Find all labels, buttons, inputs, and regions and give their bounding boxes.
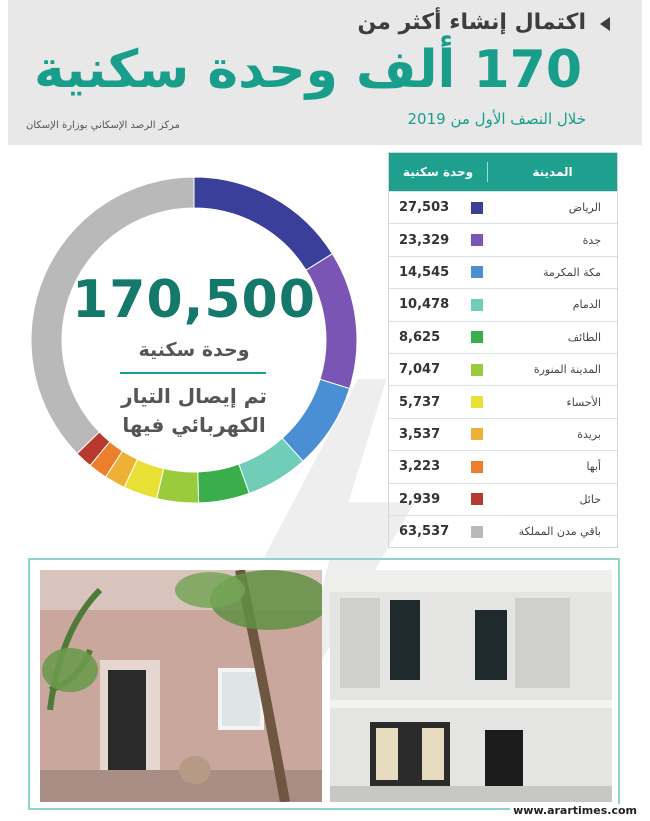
legend-swatch (471, 493, 483, 506)
row-value: 27,503 (399, 200, 450, 216)
row-city: أبها (586, 460, 601, 474)
house-photo-left (40, 568, 330, 803)
legend-swatch (471, 298, 483, 311)
table-row: 3,537 بريدة (389, 417, 617, 450)
header-banner: اكتمال إنشاء أكثر من 170 ألف وحدة سكنية … (8, 0, 642, 145)
electricity-note-line2: الكهربائي فيها (122, 413, 266, 437)
legend-swatch (471, 331, 483, 344)
row-city: حائل (579, 492, 601, 506)
legend-swatch (471, 525, 483, 538)
legend-swatch (471, 396, 483, 409)
electricity-note: تم إيصال التيار الكهربائي فيها (88, 382, 300, 440)
total-units: 170,500 (72, 270, 316, 330)
header-period: خلال النصف الأول من 2019 (407, 110, 587, 128)
donut-chart: 170,500 وحدة سكنية تم إيصال التيار الكهر… (28, 174, 415, 711)
row-city: جدة (582, 233, 601, 247)
row-city: مكة المكرمة (542, 265, 601, 279)
legend-swatch (471, 201, 483, 214)
table-row: 8,625 الطائف (389, 320, 617, 353)
table-row: 10,478 الدمام (389, 288, 617, 320)
table-row: 5,737 الأحساء (389, 385, 617, 417)
table-row: 23,329 جدة (389, 223, 617, 255)
row-value: 63,537 (399, 524, 450, 540)
row-value: 10,478 (399, 297, 450, 313)
lightning-bolt-icon (263, 379, 415, 711)
total-units-label: وحدة سكنية (138, 339, 250, 361)
table-row: 7,047 المدينة المنورة (389, 352, 617, 385)
header-title: 170 ألف وحدة سكنية (33, 40, 582, 100)
row-city: الأحساء (566, 395, 601, 409)
row-value: 7,047 (399, 362, 441, 378)
watermark: www.arartimes.com (510, 804, 640, 817)
legend-swatch (471, 363, 483, 376)
row-city: المدينة المنورة (533, 363, 601, 377)
row-value: 14,545 (399, 264, 450, 280)
row-value: 2,939 (399, 491, 441, 507)
header-separator (487, 162, 488, 182)
units-table: وحدة سكنية المدينة 27,503 الرياض 23,329 جدة… (388, 152, 618, 549)
house-photo-right (330, 570, 612, 802)
table-row: 2,939 حائل (389, 482, 617, 515)
donut-slice (193, 176, 334, 271)
row-value: 23,329 (399, 232, 450, 248)
table-row: 3,223 أبها (389, 450, 617, 482)
row-value: 8,625 (399, 329, 441, 345)
donut-svg (30, 176, 358, 504)
row-city: الرياض (568, 201, 601, 215)
legend-swatch (471, 428, 483, 441)
table-row: 63,537 باقي مدن المملكة (389, 514, 617, 547)
row-value: 5,737 (399, 394, 441, 410)
donut-slice (30, 176, 195, 455)
divider (120, 372, 266, 374)
header-source: مركز الرصد الإسكاني بوزارة الإسكان (26, 120, 180, 131)
column-header-units: وحدة سكنية (402, 165, 474, 179)
electricity-note-line1: تم إيصال التيار (121, 384, 267, 408)
row-city: الدمام (572, 298, 601, 312)
table-row: 27,503 الرياض (389, 191, 617, 223)
header-subtitle: اكتمال إنشاء أكثر من (357, 10, 586, 35)
triangle-bullet-icon (600, 17, 610, 31)
row-city: باقي مدن المملكة (518, 525, 601, 539)
legend-swatch (471, 266, 483, 279)
row-city: بريدة (577, 427, 601, 441)
row-value: 3,537 (399, 426, 441, 442)
table-row: 14,545 مكة المكرمة (389, 255, 617, 288)
photos-frame (28, 558, 620, 810)
row-value: 3,223 (399, 459, 441, 475)
legend-swatch (471, 234, 483, 247)
row-city: الطائف (567, 330, 601, 344)
legend-swatch (471, 460, 483, 473)
column-header-city: المدينة (532, 165, 573, 179)
table-body: 27,503 الرياض 23,329 جدة 14,545 مكة المكرمة 10… (389, 191, 617, 547)
table-header: وحدة سكنية المدينة (389, 153, 617, 191)
